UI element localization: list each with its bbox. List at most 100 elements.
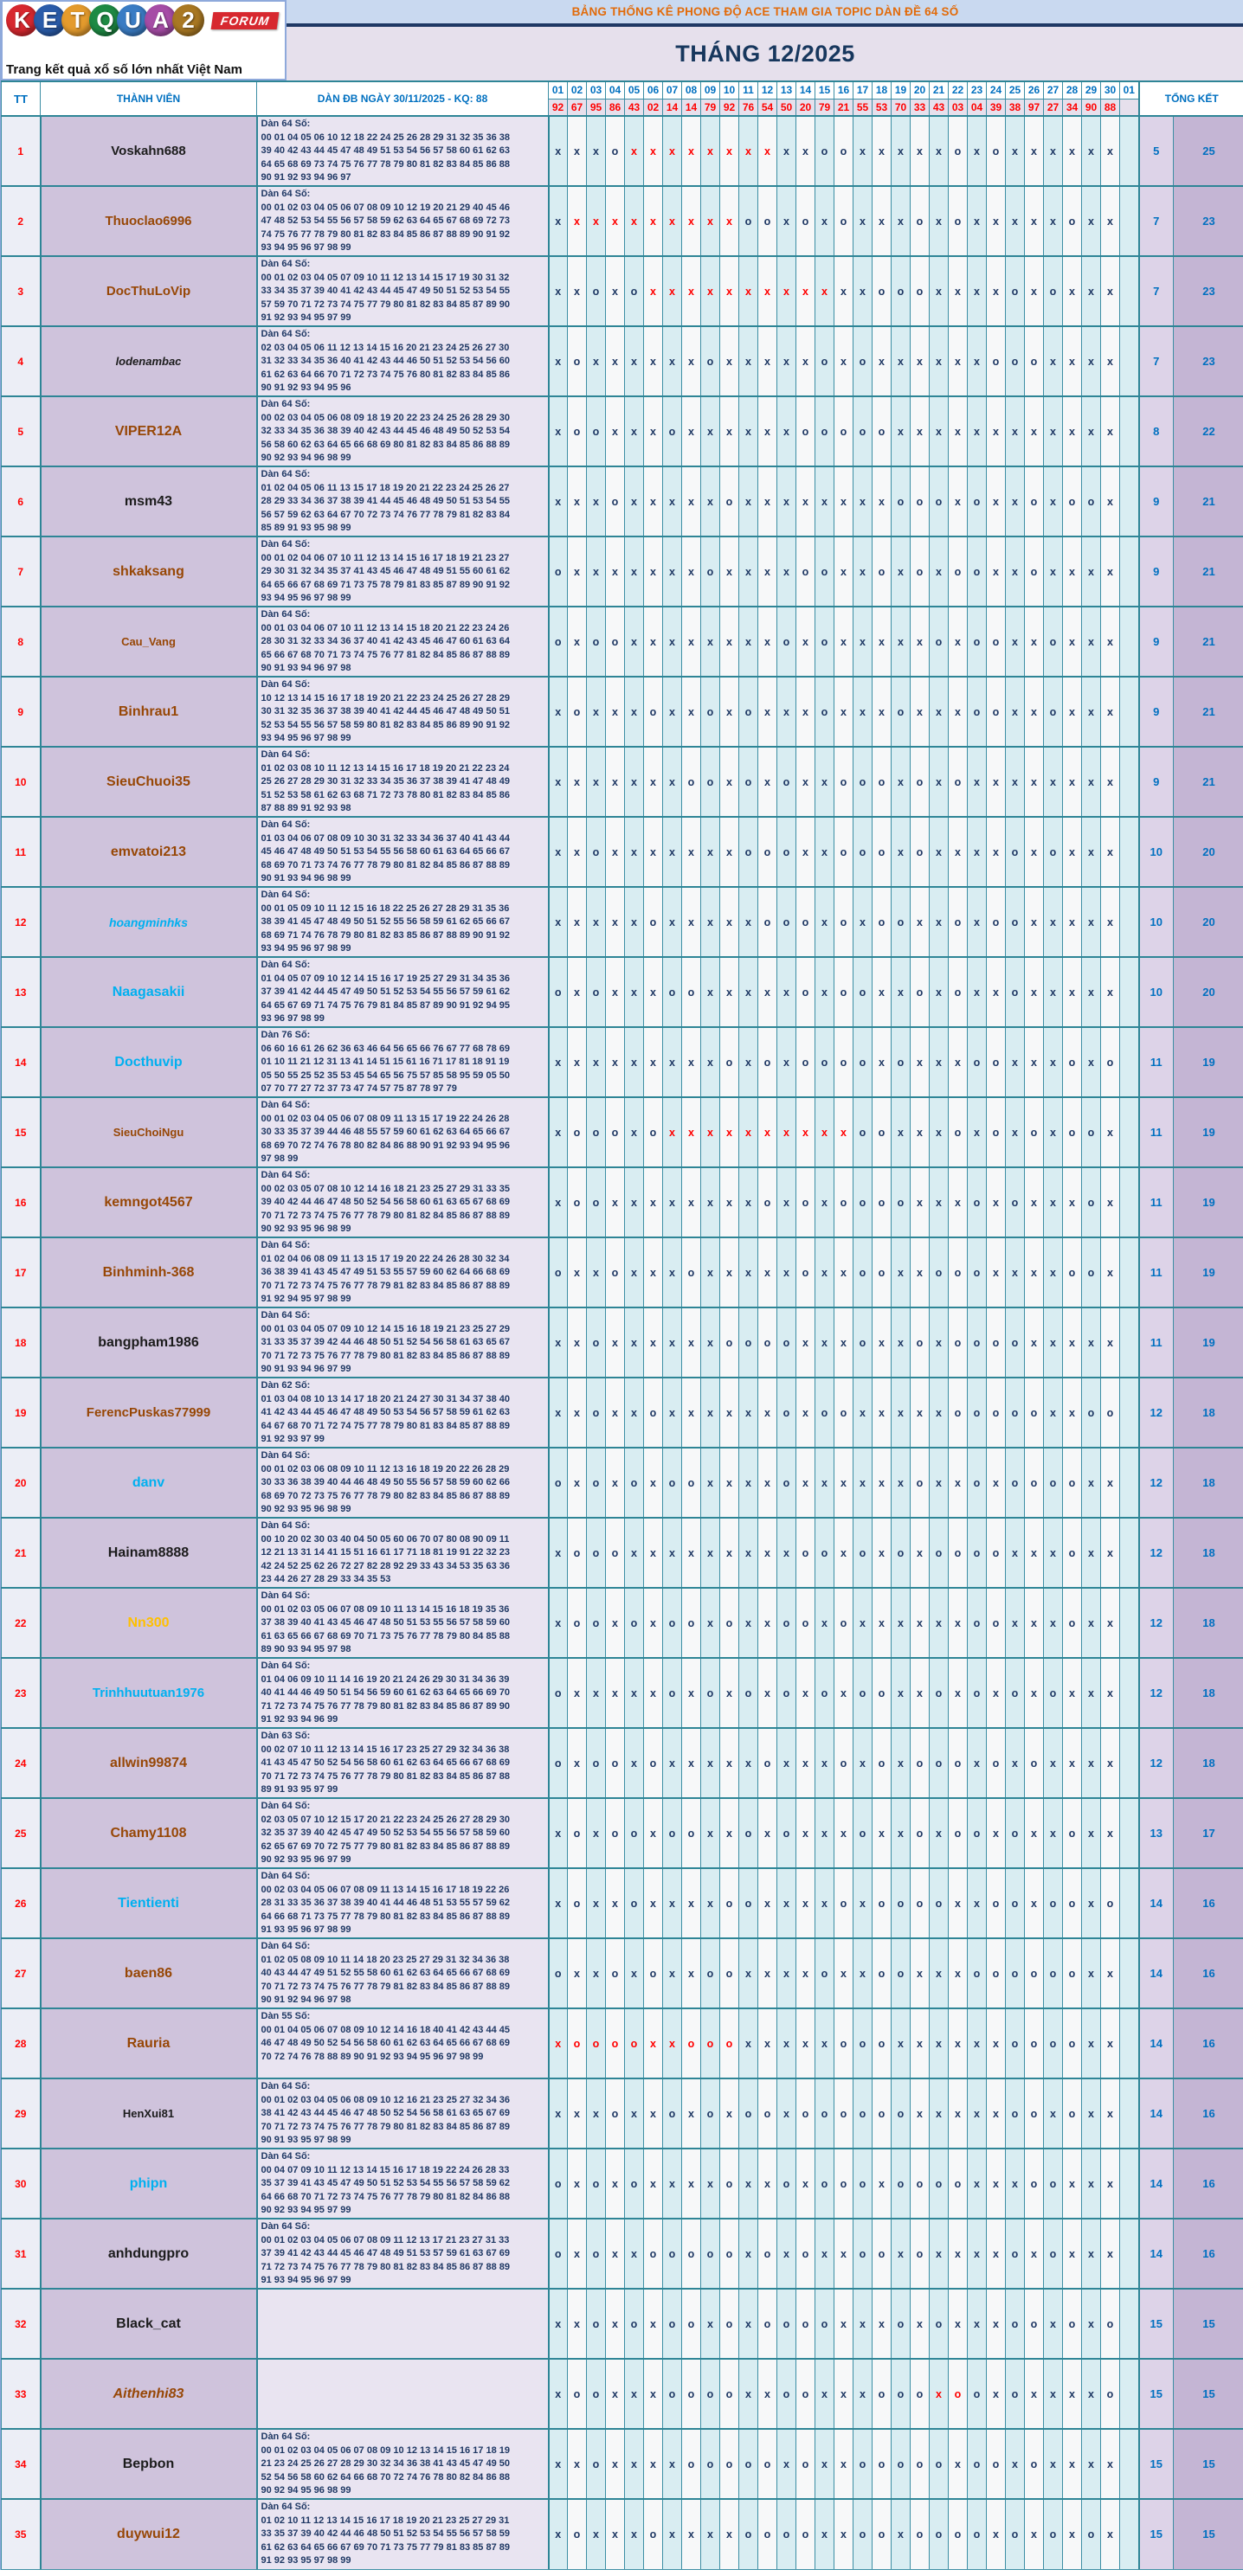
mark-day-5: x <box>624 676 644 748</box>
mark-day-22: x <box>948 1587 968 1659</box>
hit-mark: x <box>688 215 694 228</box>
hit-mark: x <box>1050 565 1056 578</box>
mark-day-15: o <box>815 1026 834 1098</box>
mark-day-31 <box>1119 185 1140 257</box>
mark-day-14: o <box>795 2288 815 2360</box>
mark-day-16: o <box>834 1377 853 1449</box>
dan-line: 02 03 05 07 10 12 15 17 20 21 22 23 24 2… <box>261 1814 510 1825</box>
hit-mark: x <box>1088 355 1094 368</box>
mark-day-23: o <box>967 676 987 748</box>
miss-mark: o <box>897 1897 905 1910</box>
hit-mark: x <box>936 145 942 157</box>
miss-mark: o <box>744 2107 752 2120</box>
mark-day-27: x <box>1043 115 1063 187</box>
mark-day-2: x <box>567 1937 587 2009</box>
hit-mark: x <box>612 1616 618 1629</box>
miss-mark: o <box>783 1686 790 1699</box>
mark-day-6: x <box>643 746 663 818</box>
mark-day-11: o <box>738 2428 758 2500</box>
hit-mark: x <box>745 1757 751 1770</box>
mark-day-19: o <box>891 1026 911 1098</box>
day-header-5: 05 <box>624 80 644 100</box>
mark-day-15: o <box>815 2078 834 2149</box>
dan-label: Dàn 64 Số: <box>261 1520 311 1531</box>
mark-day-31 <box>1119 746 1140 818</box>
miss-mark: o <box>1011 915 1019 928</box>
hit-mark: x <box>1031 285 1037 298</box>
day-header-3: 03 <box>586 80 606 100</box>
hit-mark: x <box>1012 495 1018 508</box>
mark-day-23: o <box>967 1517 987 1589</box>
miss-mark: o <box>954 986 962 999</box>
miss-mark: o <box>611 1546 619 1559</box>
hit-mark: x <box>669 915 675 928</box>
mark-day-7: x <box>662 536 682 607</box>
mark-day-19: x <box>891 185 911 257</box>
hit-mark: x <box>1069 705 1075 718</box>
hit-mark: x <box>555 1897 562 1910</box>
miss-mark: o <box>916 1897 924 1910</box>
dan-line: 68 69 70 72 74 76 78 80 82 84 86 88 90 9… <box>261 1140 510 1151</box>
mark-day-8: x <box>681 1096 701 1168</box>
mark-day-13: o <box>776 1657 796 1729</box>
mark-day-4: o <box>605 466 625 537</box>
miss-mark: o <box>954 2387 962 2400</box>
hit-mark: x <box>726 635 732 648</box>
hit-mark: x <box>1069 1336 1075 1349</box>
miss-mark: o <box>706 2037 714 2050</box>
mark-day-22: o <box>948 956 968 1028</box>
total-miss-count: 12 <box>1138 1377 1174 1449</box>
mark-day-31 <box>1119 1237 1140 1308</box>
miss-mark: o <box>706 2387 714 2400</box>
mark-day-24: x <box>986 2007 1006 2079</box>
member-name: Hainam8888 <box>40 1517 258 1589</box>
hit-mark: x <box>1107 565 1113 578</box>
hit-mark: x <box>669 1897 675 1910</box>
hit-mark: x <box>879 215 885 228</box>
mark-day-29: x <box>1081 1797 1101 1869</box>
mark-day-20: o <box>910 255 930 327</box>
mark-day-16: o <box>834 115 853 187</box>
mark-day-4: x <box>605 1587 625 1659</box>
miss-mark: o <box>725 495 733 508</box>
dan-line: 74 75 76 77 78 79 80 81 82 83 84 85 86 8… <box>261 228 510 240</box>
hit-mark: x <box>860 705 866 718</box>
mark-day-3: o <box>586 606 606 678</box>
mark-day-15: x <box>815 746 834 818</box>
mark-day-28: o <box>1062 2288 1082 2360</box>
mark-day-21: x <box>929 185 949 257</box>
hit-mark: x <box>612 565 618 578</box>
day-header-8: 08 <box>681 80 701 100</box>
hit-mark: x <box>574 495 580 508</box>
dan-line: 71 72 73 74 75 76 77 78 79 80 81 82 83 8… <box>261 1700 510 1712</box>
hit-mark: x <box>1069 2457 1075 2470</box>
miss-mark: o <box>1011 1686 1019 1699</box>
mark-day-12: x <box>757 1447 777 1519</box>
total-miss-count: 15 <box>1138 2288 1174 2360</box>
mark-day-27: o <box>1043 676 1063 748</box>
mark-day-24: o <box>986 1377 1006 1449</box>
hit-mark: x <box>974 915 980 928</box>
miss-mark: o <box>859 1336 866 1349</box>
miss-mark: o <box>916 495 924 508</box>
mark-day-26: o <box>1024 2078 1044 2149</box>
hit-mark: x <box>1107 986 1113 999</box>
day-header-27: 27 <box>1043 80 1063 100</box>
hit-mark: x <box>821 2387 828 2400</box>
hit-mark: x <box>974 355 980 368</box>
miss-mark: o <box>802 1196 809 1209</box>
miss-mark: o <box>935 2528 943 2541</box>
miss-mark: o <box>630 1616 638 1629</box>
miss-mark: o <box>592 2457 600 2470</box>
hit-mark: x <box>1088 635 1094 648</box>
hit-mark: x <box>593 2107 599 2120</box>
mark-day-23: x <box>967 115 987 187</box>
mark-day-18: x <box>872 1307 892 1378</box>
hit-mark: x <box>917 1126 923 1139</box>
kq-value-17: 55 <box>853 98 873 117</box>
mark-day-29: x <box>1081 676 1101 748</box>
mark-day-3: o <box>586 1587 606 1659</box>
mark-day-21: x <box>929 536 949 607</box>
mark-day-21: o <box>929 1517 949 1589</box>
hit-mark: x <box>1107 775 1113 788</box>
